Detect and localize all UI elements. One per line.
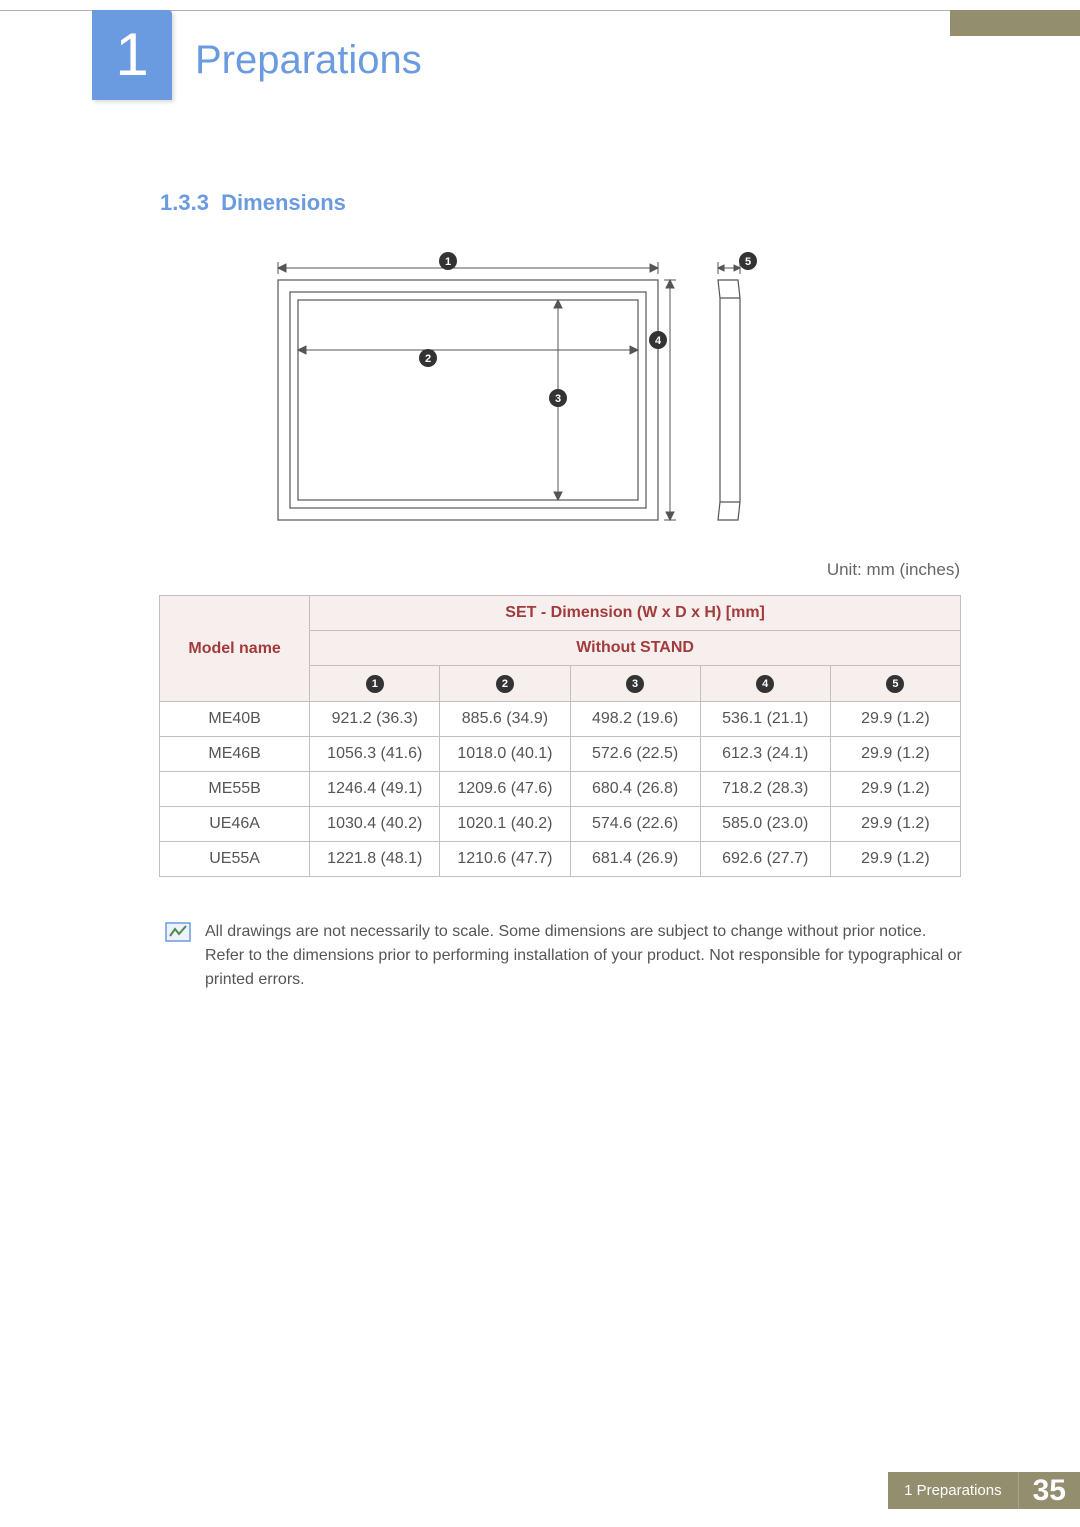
cell-model: ME40B [160, 702, 310, 737]
cell: 498.2 (19.6) [570, 702, 700, 737]
cell: 536.1 (21.1) [700, 702, 830, 737]
section-number: 1.3.3 [160, 190, 209, 215]
cell: 1030.4 (40.2) [310, 807, 440, 842]
cell-model: ME46B [160, 737, 310, 772]
cell: 29.9 (1.2) [830, 842, 960, 877]
section-title: Dimensions [221, 190, 346, 215]
cell: 29.9 (1.2) [830, 737, 960, 772]
chapter-title: Preparations [195, 38, 422, 83]
dimensions-table: Model name SET - Dimension (W x D x H) [… [159, 595, 961, 877]
cell: 1221.8 (48.1) [310, 842, 440, 877]
top-khaki-bar [950, 10, 1080, 36]
cell: 681.4 (26.9) [570, 842, 700, 877]
table-row: UE55A 1221.8 (48.1) 1210.6 (47.7) 681.4 … [160, 842, 961, 877]
cell: 1210.6 (47.7) [440, 842, 570, 877]
cell: 612.3 (24.1) [700, 737, 830, 772]
cell: 1018.0 (40.1) [440, 737, 570, 772]
cell-model: ME55B [160, 772, 310, 807]
th-col-3: 3 [570, 666, 700, 702]
cell: 692.6 (27.7) [700, 842, 830, 877]
chapter-tab: 1 [92, 10, 172, 100]
callout-3: 3 [555, 393, 561, 405]
section-heading: 1.3.3 Dimensions [160, 190, 346, 216]
th-col-4: 4 [700, 666, 830, 702]
note-text: All drawings are not necessarily to scal… [205, 920, 965, 992]
table-body: ME40B 921.2 (36.3) 885.6 (34.9) 498.2 (1… [160, 702, 961, 877]
cell-model: UE55A [160, 842, 310, 877]
cell: 1020.1 (40.2) [440, 807, 570, 842]
cell: 572.6 (22.5) [570, 737, 700, 772]
table-row: ME55B 1246.4 (49.1) 1209.6 (47.6) 680.4 … [160, 772, 961, 807]
th-col-2: 2 [440, 666, 570, 702]
cell: 680.4 (26.8) [570, 772, 700, 807]
chapter-number: 1 [115, 25, 148, 85]
cell: 1056.3 (41.6) [310, 737, 440, 772]
cell: 29.9 (1.2) [830, 702, 960, 737]
table-row: ME46B 1056.3 (41.6) 1018.0 (40.1) 572.6 … [160, 737, 961, 772]
dimension-diagram: 1 2 3 4 5 [268, 250, 788, 540]
th-col-1: 1 [310, 666, 440, 702]
callout-2: 2 [425, 353, 431, 365]
cell: 718.2 (28.3) [700, 772, 830, 807]
table-row: UE46A 1030.4 (40.2) 1020.1 (40.2) 574.6 … [160, 807, 961, 842]
cell: 1209.6 (47.6) [440, 772, 570, 807]
callout-4: 4 [655, 335, 662, 347]
footer-page-number: 35 [1018, 1472, 1080, 1509]
cell: 29.9 (1.2) [830, 772, 960, 807]
callout-5: 5 [745, 256, 751, 268]
cell: 29.9 (1.2) [830, 807, 960, 842]
cell-model: UE46A [160, 807, 310, 842]
table-row: ME40B 921.2 (36.3) 885.6 (34.9) 498.2 (1… [160, 702, 961, 737]
th-without-stand: Without STAND [310, 631, 961, 666]
cell: 574.6 (22.6) [570, 807, 700, 842]
th-col-5: 5 [830, 666, 960, 702]
note-block: All drawings are not necessarily to scal… [165, 920, 965, 992]
callout-1: 1 [445, 256, 451, 268]
th-model: Model name [160, 596, 310, 702]
page-footer: 1 Preparations 35 [888, 1472, 1080, 1509]
cell: 885.6 (34.9) [440, 702, 570, 737]
cell: 921.2 (36.3) [310, 702, 440, 737]
cell: 1246.4 (49.1) [310, 772, 440, 807]
cell: 585.0 (23.0) [700, 807, 830, 842]
unit-label: Unit: mm (inches) [827, 560, 960, 580]
footer-label: 1 Preparations [888, 1472, 1018, 1509]
th-set: SET - Dimension (W x D x H) [mm] [310, 596, 961, 631]
note-icon [165, 922, 191, 942]
